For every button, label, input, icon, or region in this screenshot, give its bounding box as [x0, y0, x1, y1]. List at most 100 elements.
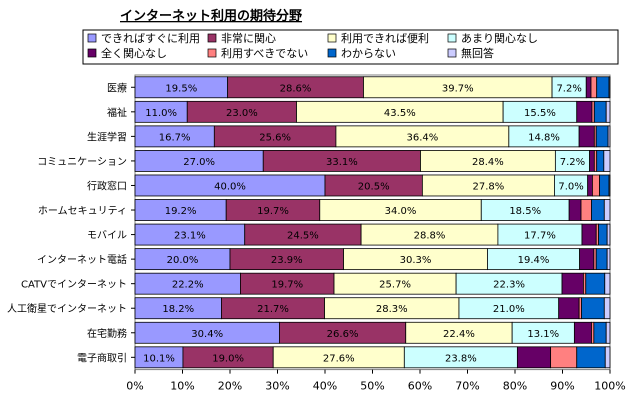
legend-label: できればすぐに利用 [101, 32, 200, 45]
data-label: 28.8% [414, 231, 446, 242]
legend-swatch [447, 33, 457, 43]
data-label: 28.6% [280, 83, 312, 94]
data-label: 23.1% [174, 231, 206, 242]
bar-segment [596, 76, 610, 99]
data-label: 15.5% [524, 108, 556, 119]
data-label: 19.7% [257, 206, 289, 217]
data-label: 17.7% [524, 231, 556, 242]
bar-segment [591, 199, 605, 221]
bar-segment [605, 100, 611, 123]
category-label: 電子商取引 [77, 351, 127, 364]
bar-segment [604, 346, 611, 369]
bar-segment [576, 100, 593, 123]
plot-area: 0% 10% 20% 30% 40% 50% 60% 70% 80% 90% 100% 医療 19.5%… [7, 74, 626, 393]
bar-segment [604, 272, 611, 295]
legend-swatch [87, 48, 97, 58]
data-label: 25.7% [379, 280, 411, 291]
legend-swatch [327, 48, 337, 58]
x-tick-label: 40% [313, 380, 337, 393]
chart-title: インターネット利用の期待分野 [120, 8, 302, 24]
data-label: 33.1% [326, 157, 358, 168]
bar-segment [606, 223, 611, 246]
bar-segment [592, 174, 600, 197]
data-label: 39.7% [442, 83, 474, 94]
data-label: 36.4% [406, 132, 438, 143]
legend-box [82, 29, 619, 65]
bar-segment [595, 125, 609, 148]
bar-segment [581, 223, 597, 246]
legend-label: 全く関心なし [101, 46, 167, 60]
data-label: 24.5% [287, 231, 319, 242]
bar-segment [550, 346, 578, 369]
data-label: 7.0% [558, 181, 583, 192]
bar-segment [561, 272, 584, 295]
data-label: 43.5% [384, 108, 416, 119]
bar-segment [596, 150, 605, 172]
bar-segment [585, 76, 592, 99]
data-label: 34.0% [385, 206, 417, 217]
data-label: 22.4% [443, 329, 475, 340]
legend-swatch [87, 33, 97, 43]
bar-segment [587, 174, 593, 197]
data-label: 23.8% [445, 353, 477, 364]
bar-segment [599, 174, 610, 197]
data-label: 26.6% [327, 329, 359, 340]
data-label: 19.0% [212, 353, 244, 364]
data-label: 23.0% [226, 108, 258, 119]
category-label: 人工衛星でインターネット [7, 302, 127, 315]
bar-segment [580, 199, 592, 221]
data-label: 20.0% [167, 255, 199, 266]
bar-segment [605, 321, 611, 344]
x-tick-label: 20% [218, 380, 242, 393]
data-label: 16.7% [159, 132, 191, 143]
bar-segment [607, 125, 611, 148]
x-tick-label: 0% [126, 380, 143, 393]
bar-segment [573, 321, 592, 344]
category-label: 行政窓口 [87, 179, 127, 192]
data-label: 21.7% [257, 304, 289, 315]
data-label: 19.4% [518, 255, 550, 266]
data-label: 14.8% [528, 132, 560, 143]
data-label: 7.2% [560, 157, 585, 168]
x-tick-label: 60% [408, 380, 432, 393]
category-label: 生涯学習 [87, 130, 127, 143]
data-label: 30.4% [191, 329, 223, 340]
bar-segment [603, 150, 611, 172]
bar-segment [516, 346, 552, 369]
x-tick-label: 70% [455, 380, 479, 393]
data-label: 28.3% [376, 304, 408, 315]
legend-swatch [207, 48, 217, 58]
x-tick-label: 100% [594, 380, 625, 393]
bar-segment [603, 199, 611, 221]
legend-label: 非常に関心 [221, 32, 276, 45]
data-label: 28.4% [472, 157, 504, 168]
data-label: 27.0% [183, 157, 215, 168]
bar-segment [578, 125, 595, 148]
bar-segment [581, 297, 605, 320]
legend-swatch [207, 33, 217, 43]
bar-segment [585, 272, 606, 295]
data-label: 23.9% [271, 255, 303, 266]
data-label: 10.1% [143, 353, 175, 364]
category-label: モバイル [87, 230, 127, 242]
category-label: 福祉 [107, 106, 127, 119]
legend-swatch [327, 33, 337, 43]
data-label: 22.2% [172, 280, 204, 291]
legend-swatch [447, 48, 457, 58]
category-label: 医療 [107, 81, 127, 94]
data-label: 18.2% [162, 304, 194, 315]
bar-segment [576, 346, 606, 369]
data-label: 11.0% [145, 108, 177, 119]
bar-segment [558, 297, 580, 320]
data-label: 30.3% [400, 255, 432, 266]
x-tick-label: 90% [550, 380, 574, 393]
category-label: インターネット電話 [37, 253, 127, 266]
plot-frame [134, 74, 611, 371]
bar-segment [568, 199, 582, 221]
x-tick-label: 50% [360, 380, 384, 393]
bar-segment [593, 100, 607, 123]
legend-label: あまり関心なし [461, 32, 538, 45]
category-label: コミュニケーション [37, 156, 127, 168]
data-label: 7.2% [556, 83, 581, 94]
